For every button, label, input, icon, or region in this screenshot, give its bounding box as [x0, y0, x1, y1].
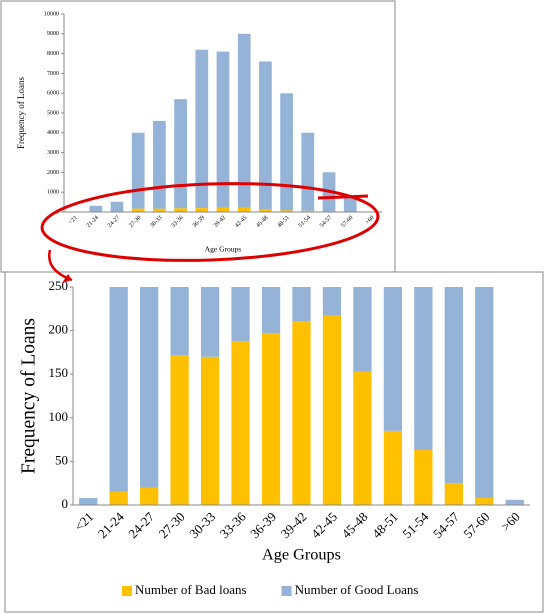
bar: [216, 51, 230, 208]
legend-swatch: [281, 586, 292, 596]
x-axis-label: Age Groups: [262, 546, 341, 564]
highlight-ellipse: [40, 182, 380, 262]
y-tick-label: 4000: [47, 130, 59, 136]
bars: [68, 33, 378, 212]
bar: [353, 371, 372, 505]
bar: [79, 498, 98, 505]
bar: [195, 208, 209, 212]
y-tick-label: 50: [55, 452, 68, 467]
bar: [444, 287, 463, 484]
bar: [110, 201, 124, 212]
bar: [231, 341, 250, 505]
y-tick-label: 1000: [47, 190, 59, 196]
y-tick-label: 150: [49, 365, 69, 380]
bar: [414, 287, 433, 451]
bar: [153, 208, 166, 212]
bar: [109, 287, 128, 492]
bar: [383, 430, 403, 505]
bar: [475, 498, 494, 505]
bar: [301, 132, 315, 211]
bar: [383, 287, 403, 431]
x-axis-label: Age Groups: [205, 245, 242, 254]
bar: [261, 287, 281, 334]
bar: [237, 33, 251, 208]
legend-swatch: [122, 586, 132, 596]
y-tick-label: 3000: [47, 150, 59, 156]
bar: [322, 315, 342, 505]
x-tick-label: <21: [68, 215, 79, 226]
bars: [79, 287, 524, 505]
bar: [259, 208, 272, 212]
bar: [131, 208, 145, 212]
y-tick-label: 6000: [47, 91, 59, 97]
legend-label: Number of Good Loans: [295, 582, 419, 597]
bar: [301, 210, 315, 212]
bar: [292, 287, 311, 322]
bar: [475, 287, 494, 499]
y-axis-label: Frequency of Loans: [18, 318, 39, 474]
bar: [280, 93, 293, 211]
bar: [89, 205, 103, 212]
legend-label: Number of Bad loans: [135, 582, 247, 597]
bar: [131, 132, 145, 209]
bar: [261, 333, 281, 505]
bar: [200, 356, 220, 505]
bar: [200, 287, 220, 357]
bar: [322, 287, 342, 316]
highlight-line: [317, 194, 369, 200]
y-tick-label: 5000: [47, 110, 59, 116]
bar: [170, 355, 189, 505]
y-tick-label: 200: [49, 322, 69, 337]
y-tick-label: 100: [49, 409, 69, 424]
arrow-head: [62, 274, 72, 283]
bar: [414, 450, 433, 505]
y-tick-label: 9000: [47, 31, 59, 37]
bar: [505, 499, 524, 505]
bar: [237, 207, 251, 212]
bar: [174, 208, 187, 212]
bar: [109, 491, 128, 505]
y-tick-label: 10000: [44, 11, 59, 17]
bar: [259, 61, 272, 209]
bar: [343, 196, 357, 212]
y-tick-label: 0: [62, 496, 69, 511]
bar: [195, 49, 209, 209]
bar: [140, 487, 159, 505]
bar: [231, 287, 250, 342]
bar: [174, 99, 187, 209]
y-tick-label: 7000: [47, 71, 59, 77]
bar: [216, 207, 230, 212]
bar: [280, 210, 293, 212]
bar: [140, 287, 159, 488]
y-tick-label: 8000: [47, 51, 59, 57]
y-tick-label: 2000: [47, 170, 59, 176]
bar: [170, 287, 189, 356]
bar: [153, 120, 166, 209]
bar: [444, 483, 463, 505]
x-tick-label: >60: [365, 215, 376, 226]
bar: [353, 287, 372, 372]
bar: [292, 321, 311, 505]
y-axis-label: Frequency of Loans: [16, 77, 26, 149]
